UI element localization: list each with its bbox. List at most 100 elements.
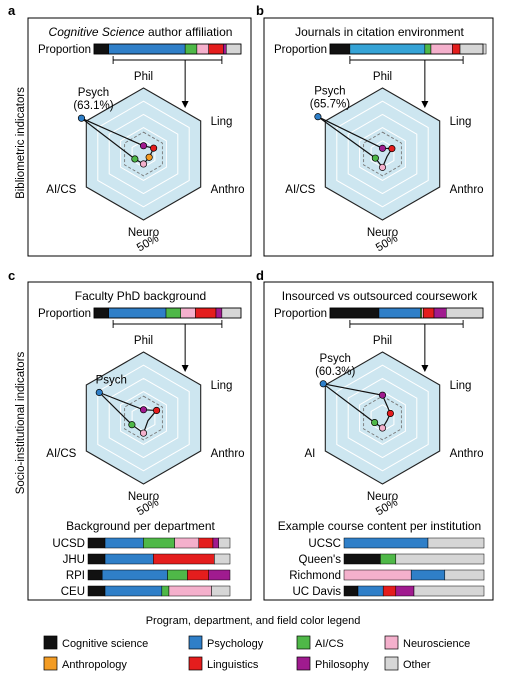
- sub-row-segment: [87, 537, 106, 549]
- panel-frame: [27, 17, 252, 257]
- sub-row-label: RPI: [66, 570, 85, 582]
- radar-axis-label: Neuro: [128, 491, 159, 503]
- panel-title: Journals in citation environment: [295, 25, 464, 39]
- panel-frame: [263, 281, 494, 601]
- radar-grid-ring: [120, 391, 167, 445]
- radar-data-point: [378, 424, 387, 432]
- panel-frame: [263, 17, 494, 257]
- sub-row-segment: [357, 585, 384, 597]
- proportion-bar: [329, 307, 484, 319]
- sub-row-segment: [104, 585, 163, 597]
- sub-row-segment: [214, 553, 231, 565]
- radar-axis-label: AI/CS: [46, 448, 76, 460]
- legend-label: AI/CS: [315, 638, 344, 650]
- radar-annotation-value: (63.1%): [73, 100, 113, 112]
- radar-annotation-label: Psych: [320, 353, 351, 365]
- proportion-bar: [93, 43, 242, 55]
- radar-axis-label: Phil: [373, 335, 392, 347]
- proportion-bar-outline: [329, 43, 484, 55]
- proportion-bar-outline: [93, 307, 242, 319]
- sub-row-segment: [104, 537, 144, 549]
- sub-row-segment: [444, 569, 485, 581]
- proportion-segment: [184, 43, 198, 55]
- legend-swatch: [384, 635, 399, 650]
- radar-annotation-value: (65.7%): [310, 99, 350, 111]
- radar-axis-label: Anthro: [211, 448, 245, 460]
- proportion-segment: [108, 43, 186, 55]
- sub-row-segment: [395, 585, 415, 597]
- radar-hexagon: [85, 87, 202, 221]
- proportion-segment: [196, 43, 209, 55]
- radar-axis-label: Anthro: [450, 184, 484, 196]
- panel-letter: c: [8, 268, 15, 283]
- proportion-segment: [349, 43, 426, 55]
- panel-title-italic: Cognitive Science: [49, 25, 145, 39]
- radar-grid-ring: [120, 127, 167, 181]
- panels: a Cognitive Science author affiliation Pro…: [8, 3, 494, 601]
- proportion-bar-outline: [329, 307, 484, 319]
- sub-row-label: UCSD: [52, 538, 85, 550]
- legend-swatch: [296, 656, 311, 671]
- radar-data-point: [150, 144, 158, 152]
- proportion-segment: [223, 43, 227, 55]
- panel-d: d Insourced vs outsourced coursework Propo…: [256, 268, 494, 601]
- sub-row-segment: [153, 553, 215, 565]
- proportion-segment: [433, 307, 447, 319]
- radar-grid-ring: [336, 364, 429, 472]
- legend-label: Neuroscience: [403, 638, 470, 650]
- radar-reference-ring: [363, 131, 402, 177]
- sub-row-label: Richmond: [289, 570, 341, 582]
- legend-swatch: [43, 656, 58, 671]
- sub-row-segment: [212, 537, 219, 549]
- radar-grid-ring: [347, 377, 418, 459]
- sub-row-segment: [168, 585, 212, 597]
- radar-axis-label: Anthro: [450, 448, 484, 460]
- sub-row-segment: [382, 585, 397, 597]
- legend-label: Psychology: [207, 638, 264, 650]
- radar-grid-ring: [336, 100, 429, 208]
- radar-axis-label: Ling: [211, 380, 233, 392]
- pointer-arrow-head: [181, 101, 189, 108]
- sub-row-segment: [413, 585, 485, 597]
- radar-axis-label: Ling: [450, 380, 472, 392]
- radar-annotation-label: Psych: [314, 86, 345, 98]
- sub-row-label: CEU: [61, 586, 85, 598]
- proportion-segment: [180, 307, 196, 319]
- sub-row-segment: [87, 569, 103, 581]
- proportion-bar: [329, 43, 487, 55]
- radar-data-point: [139, 429, 148, 437]
- sub-row-segment: [343, 553, 381, 565]
- sub-title: Background per department: [66, 519, 215, 533]
- radar-grid-ring: [347, 113, 418, 195]
- radar-axis-label: Phil: [134, 335, 153, 347]
- sub-row-segment: [87, 553, 106, 565]
- side-label-bibliometric: Bibliometric indicators: [15, 87, 27, 199]
- sub-row-segment: [343, 585, 359, 597]
- sub-row-segment: [343, 537, 429, 549]
- sub-row-segment: [218, 537, 231, 549]
- legend-title: Program, department, and field color leg…: [146, 615, 361, 627]
- radar-grid-ring: [108, 113, 179, 195]
- legend-swatch: [188, 656, 203, 671]
- panel-title: Faculty PhD background: [75, 289, 206, 303]
- panel-frame: [27, 281, 252, 601]
- radar-data-point: [139, 406, 148, 414]
- proportion-segment: [378, 307, 421, 319]
- panel-title: Insourced vs outsourced coursework: [282, 289, 478, 303]
- panel-b: b Journals in citation environment Proport…: [256, 3, 494, 257]
- radar-axis-label: Phil: [373, 71, 392, 83]
- proportion-segment: [459, 43, 487, 55]
- radar-axis-label: Ling: [450, 116, 472, 128]
- panel-letter: d: [256, 268, 264, 283]
- radar-axis-label: Neuro: [128, 227, 159, 239]
- pointer-arrow-head: [421, 365, 429, 372]
- radar-axis-label: Neuro: [367, 227, 398, 239]
- side-label-socio-institutional: Socio-institutional indicators: [15, 351, 27, 494]
- proportion-segment: [195, 307, 217, 319]
- sub-row-label: JHU: [63, 554, 85, 566]
- panel-title-rest: author affiliation: [145, 25, 233, 39]
- pointer-arrow-head: [421, 101, 429, 108]
- radar-data-point: [314, 113, 322, 121]
- radar-data-point: [131, 155, 139, 163]
- proportion-bar: [93, 307, 242, 319]
